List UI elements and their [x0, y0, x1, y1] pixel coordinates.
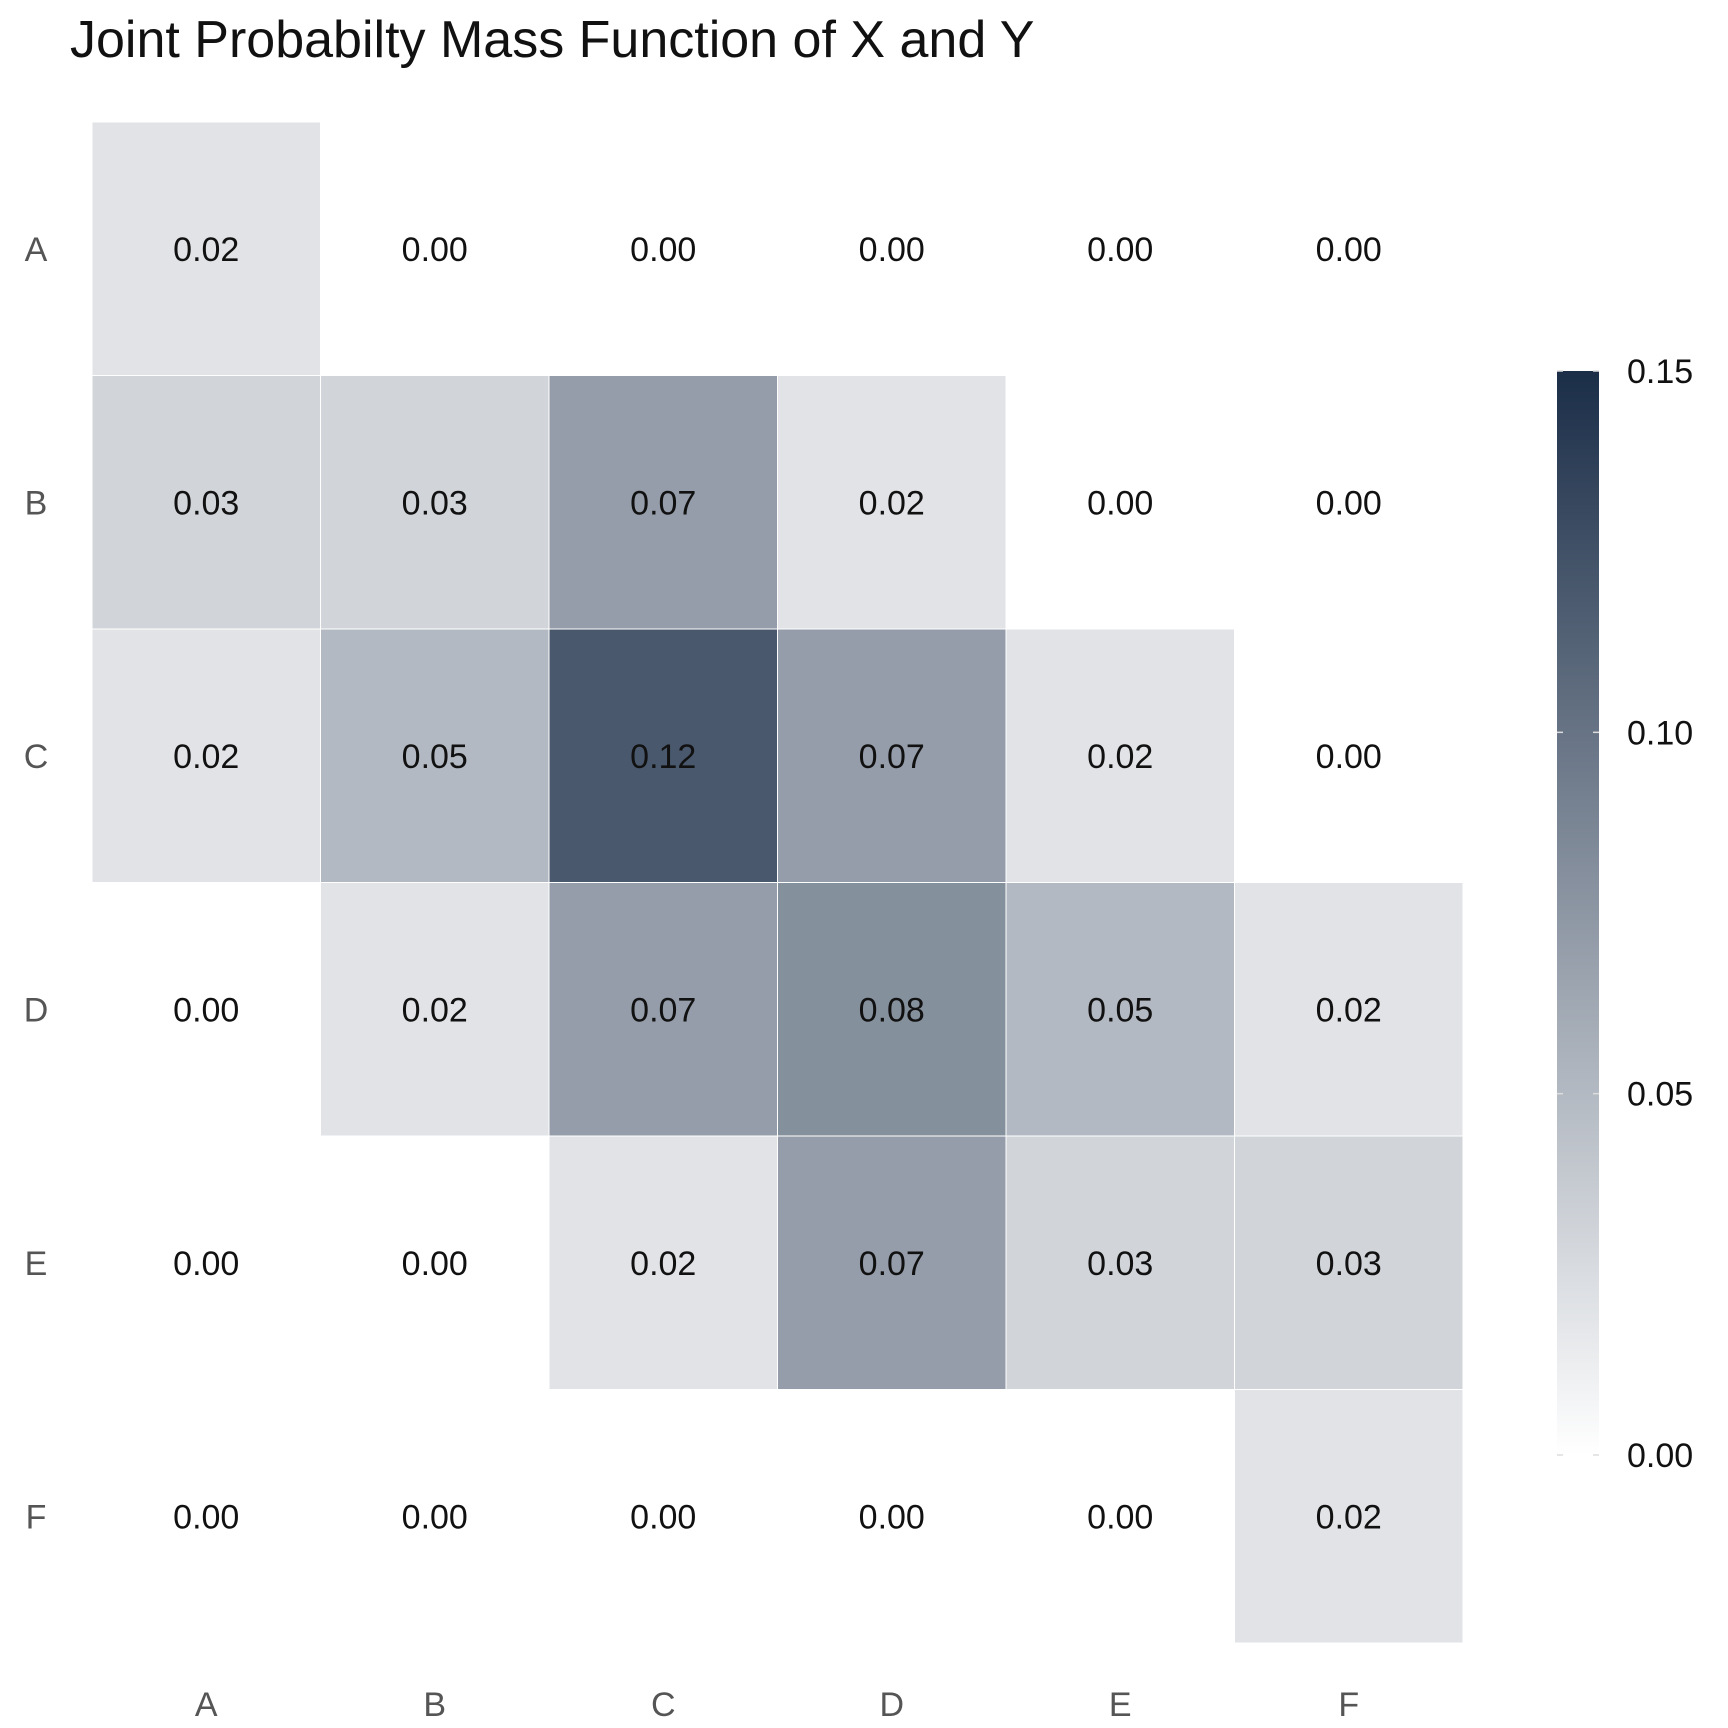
heatmap-cell: [320, 122, 549, 376]
cell-value-label: 0.02: [1316, 1498, 1382, 1536]
heatmap-cell: [1006, 122, 1235, 376]
heatmap-cell: [320, 375, 550, 630]
x-tick-label: C: [651, 1686, 676, 1724]
y-tick-label: B: [25, 484, 48, 522]
heatmap-cell: [1234, 122, 1463, 376]
cell-value-label: 0.07: [859, 738, 925, 776]
colorbar-gradient: [1557, 371, 1599, 1455]
cell-value-label: 0.03: [1316, 1245, 1382, 1283]
cell-value-label: 0.00: [859, 1498, 925, 1536]
cell-value-label: 0.00: [630, 231, 696, 269]
heatmap-cell: [548, 882, 778, 1137]
cell-value-label: 0.03: [173, 484, 239, 522]
cell-value-label: 0.00: [402, 1245, 468, 1283]
cell-value-label: 0.00: [402, 231, 468, 269]
heatmap-cell-labels: 0.02 0.00 0.00 0.00 0.00 0.00 0.03 0.03 0.07 0.02…: [173, 231, 1382, 1537]
cell-value-label: 0.00: [402, 1498, 468, 1536]
heatmap-cells: [91, 121, 1464, 1644]
heatmap-cell: [320, 1389, 549, 1643]
cell-value-label: 0.08: [859, 991, 925, 1029]
x-tick-label: E: [1109, 1686, 1132, 1724]
heatmap-cell: [548, 375, 778, 630]
heatmap-cell: [92, 882, 321, 1136]
x-axis-tick-labels: A B C D E F: [195, 1686, 1359, 1724]
heatmap-cell: [777, 628, 1007, 883]
cell-value-label: 0.00: [1316, 484, 1382, 522]
colorbar-tick-label: 0.00: [1627, 1437, 1693, 1475]
colorbar-tick-label: 0.05: [1627, 1076, 1693, 1114]
heatmap-cell: [320, 628, 550, 883]
cell-value-label: 0.05: [1087, 991, 1153, 1029]
heatmap-cell: [548, 1135, 778, 1390]
heatmap-cell: [92, 1389, 321, 1643]
y-tick-label: F: [26, 1498, 47, 1536]
y-axis-tick-labels: A B C D E F: [24, 231, 49, 1537]
cell-value-label: 0.00: [173, 1498, 239, 1536]
cell-value-label: 0.02: [1316, 991, 1382, 1029]
x-tick-label: D: [879, 1686, 904, 1724]
cell-value-label: 0.02: [173, 738, 239, 776]
cell-value-label: 0.00: [1316, 738, 1382, 776]
y-tick-label: C: [24, 738, 49, 776]
heatmap-cell: [777, 882, 1007, 1137]
heatmap-cell: [91, 375, 321, 630]
heatmap-cell: [1006, 1389, 1235, 1643]
heatmap-cell: [320, 1136, 549, 1390]
heatmap-cell: [1234, 629, 1463, 883]
heatmap-cell: [548, 628, 778, 883]
x-tick-label: B: [423, 1686, 446, 1724]
colorbar-tick-label: 0.10: [1627, 714, 1693, 752]
heatmap-cell: [1005, 628, 1235, 883]
heatmap-cell: [1234, 375, 1463, 629]
heatmap-cell: [1234, 1135, 1464, 1390]
x-tick-label: F: [1338, 1686, 1359, 1724]
cell-value-label: 0.02: [630, 1245, 696, 1283]
heatmap-cell: [320, 882, 550, 1137]
y-tick-label: A: [25, 231, 48, 269]
cell-value-label: 0.02: [859, 484, 925, 522]
heatmap-cell: [91, 121, 321, 376]
heatmap-cell: [777, 1389, 1006, 1643]
cell-value-label: 0.00: [1316, 231, 1382, 269]
cell-value-label: 0.07: [630, 484, 696, 522]
chart-title: Joint Probabilty Mass Function of X and …: [70, 11, 1035, 69]
y-tick-label: E: [25, 1245, 48, 1283]
heatmap-cell: [549, 1389, 778, 1643]
cell-value-label: 0.00: [630, 1498, 696, 1536]
cell-value-label: 0.07: [859, 1245, 925, 1283]
heatmap-cell: [91, 628, 321, 883]
cell-value-label: 0.12: [630, 738, 696, 776]
heatmap-cell: [1005, 882, 1235, 1137]
cell-value-label: 0.00: [1087, 231, 1153, 269]
heatmap-cell: [92, 1136, 321, 1390]
heatmap-cell: [549, 122, 778, 376]
cell-value-label: 0.03: [402, 484, 468, 522]
heatmap-cell: [777, 1135, 1007, 1390]
cell-value-label: 0.02: [402, 991, 468, 1029]
heatmap-cell: [1005, 1135, 1235, 1390]
colorbar: 0.00 0.05 0.10 0.15: [1557, 353, 1693, 1475]
cell-value-label: 0.07: [630, 991, 696, 1029]
cell-value-label: 0.00: [1087, 1498, 1153, 1536]
heatmap-cell: [777, 122, 1006, 376]
cell-value-label: 0.00: [173, 991, 239, 1029]
cell-value-label: 0.02: [1087, 738, 1153, 776]
cell-value-label: 0.05: [402, 738, 468, 776]
colorbar-tick-label: 0.15: [1627, 353, 1693, 391]
cell-value-label: 0.02: [173, 231, 239, 269]
x-tick-label: A: [195, 1686, 218, 1724]
heatmap-cell: [1006, 375, 1235, 629]
y-tick-label: D: [24, 991, 49, 1029]
cell-value-label: 0.03: [1087, 1245, 1153, 1283]
heatmap-cell: [1234, 1389, 1464, 1644]
cell-value-label: 0.00: [173, 1245, 239, 1283]
cell-value-label: 0.00: [859, 231, 925, 269]
cell-value-label: 0.00: [1087, 484, 1153, 522]
